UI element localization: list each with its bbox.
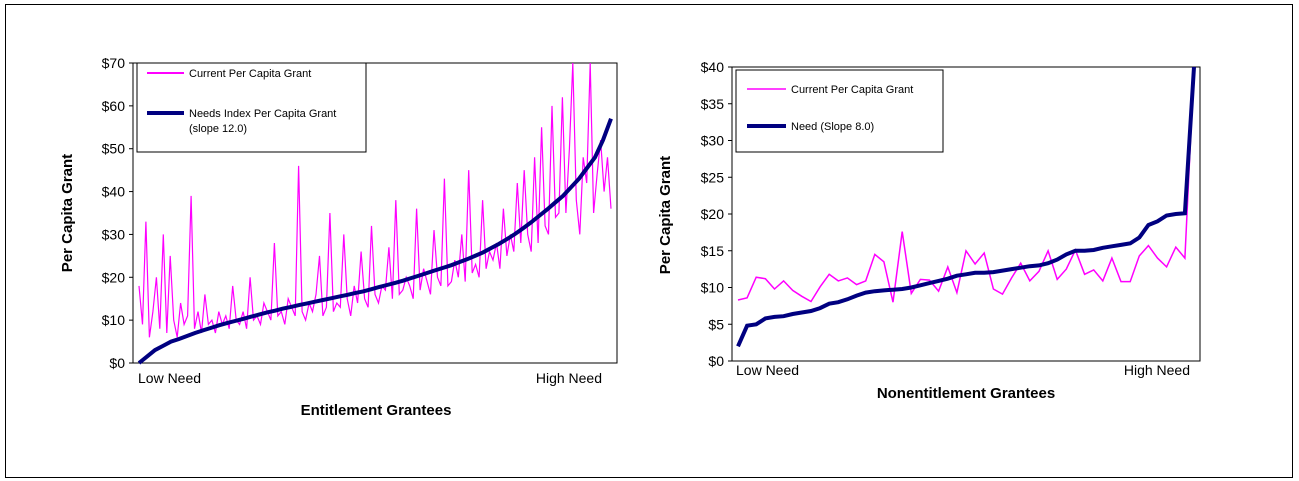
y-tick-label: $50	[102, 141, 126, 157]
legend-label-needs: Needs Index Per Capita Grant	[189, 108, 336, 120]
y-tick-label: $0	[109, 355, 125, 371]
figure-frame: $0 $10 $20 $30 $40 $50 $60 $70 Per Capita Grant…	[5, 4, 1293, 478]
y-axis-label: Per Capita Grant	[657, 156, 674, 274]
y-tick-label: $40	[102, 184, 126, 200]
y-axis-label: Per Capita Grant	[59, 154, 76, 272]
y-axis-ticks: $0 $10 $20 $30 $40 $50 $60 $70	[102, 55, 133, 371]
chart-entitlement: $0 $10 $20 $30 $40 $50 $60 $70 Per Capita Grant…	[59, 55, 618, 419]
y-tick-label: $30	[102, 226, 126, 242]
legend-label-current: Current Per Capita Grant	[189, 68, 311, 80]
x-tick-label-high: High Need	[536, 370, 602, 386]
x-axis-label: Nonentitlement Grantees	[877, 385, 1055, 402]
y-tick-label: $10	[102, 312, 126, 328]
legend-label-slope: (slope 12.0)	[189, 123, 247, 135]
y-tick-label: $15	[701, 243, 725, 259]
legend: Current Per Capita Grant Need (Slope 8.0…	[735, 69, 944, 153]
legend: Current Per Capita Grant Needs Index Per…	[136, 62, 367, 153]
series-current-line	[737, 66, 1195, 303]
y-tick-label: $40	[701, 59, 725, 75]
y-tick-label: $70	[102, 55, 126, 71]
y-tick-label: $35	[701, 96, 725, 112]
y-tick-label: $60	[102, 98, 126, 114]
y-tick-label: $30	[701, 133, 725, 149]
x-tick-label-low: Low Need	[138, 370, 201, 386]
series-need-line	[736, 66, 1196, 348]
legend-label-current: Current Per Capita Grant	[791, 84, 913, 96]
y-tick-label: $0	[708, 353, 724, 369]
y-tick-label: $5	[708, 316, 724, 332]
legend-label-need: Need (Slope 8.0)	[791, 121, 874, 133]
legend-box	[735, 69, 944, 153]
legend-box	[136, 62, 367, 153]
y-tick-label: $25	[701, 169, 725, 185]
chart-nonentitlement: $0 $5 $10 $15 $20 $25 $30 $35 $40 Per Capita Gra…	[657, 59, 1201, 402]
series-needs-line	[137, 117, 613, 365]
y-tick-label: $20	[701, 206, 725, 222]
y-tick-label: $20	[102, 269, 126, 285]
x-tick-label-high: High Need	[1124, 362, 1190, 378]
y-axis-ticks: $0 $5 $10 $15 $20 $25 $30 $35 $40	[701, 59, 732, 369]
x-tick-label-low: Low Need	[736, 362, 799, 378]
x-axis-label: Entitlement Grantees	[301, 402, 452, 419]
y-tick-label: $10	[701, 280, 725, 296]
